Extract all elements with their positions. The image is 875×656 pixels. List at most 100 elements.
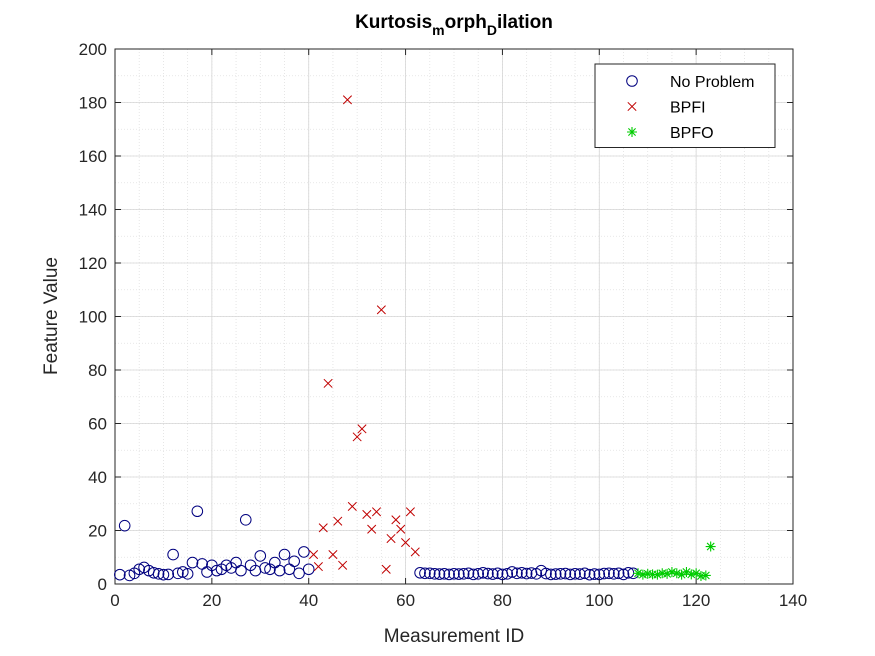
point-bpfi <box>338 560 348 570</box>
point-no-problem <box>593 568 606 581</box>
point-no-problem <box>598 567 610 580</box>
x-axis-label: Measurement ID <box>384 626 524 647</box>
point-no-problem <box>259 562 271 574</box>
point-bpfo <box>681 566 692 577</box>
point-no-problem <box>443 568 455 581</box>
title-part: orph <box>445 12 487 33</box>
point-bpfi <box>367 524 377 534</box>
point-no-problem <box>118 519 131 532</box>
point-no-problem <box>152 568 165 580</box>
y-tick-label: 80 <box>88 361 107 380</box>
point-no-problem <box>239 514 252 526</box>
point-no-problem <box>520 567 533 580</box>
point-no-problem <box>574 568 586 580</box>
legend-marker-no-problem <box>626 75 638 87</box>
point-no-problem <box>235 564 247 577</box>
y-tick-label: 180 <box>79 94 107 113</box>
point-no-problem <box>472 568 485 580</box>
point-no-problem <box>273 564 286 577</box>
point-no-problem <box>293 567 305 580</box>
point-no-problem <box>482 567 494 580</box>
title-part: ilation <box>497 12 553 33</box>
point-bpfi <box>381 564 391 574</box>
point-no-problem <box>516 566 528 579</box>
point-no-problem <box>191 505 204 518</box>
point-bpfi <box>309 550 319 560</box>
legend-label-no-problem: No Problem <box>670 74 754 91</box>
legend-marker-bpfo <box>627 127 637 137</box>
point-bpfi <box>318 523 328 533</box>
y-tick-label: 60 <box>88 415 107 434</box>
point-bpfo <box>652 569 663 580</box>
x-tick-label: 40 <box>299 591 318 610</box>
point-bpfi <box>333 516 343 526</box>
x-tick-label: 140 <box>779 591 807 610</box>
point-no-problem <box>564 568 577 581</box>
point-no-problem <box>302 563 315 576</box>
x-tick-label: 20 <box>202 591 221 610</box>
point-bpfo <box>666 566 677 577</box>
point-bpfi <box>396 524 406 534</box>
point-no-problem <box>438 568 451 580</box>
point-no-problem <box>114 568 126 581</box>
point-bpfi <box>347 501 357 511</box>
point-no-problem <box>414 566 426 579</box>
point-bpfi <box>410 547 420 557</box>
point-no-problem <box>554 568 567 580</box>
point-no-problem <box>462 567 475 580</box>
point-no-problem <box>177 566 189 578</box>
point-bpfo <box>700 570 711 581</box>
point-no-problem <box>501 568 514 580</box>
chart-title: KurtosismorphDilation <box>355 12 553 38</box>
legend-box <box>594 63 776 148</box>
point-no-problem <box>559 567 572 580</box>
y-tick-label: 40 <box>88 468 107 487</box>
point-bpfi <box>342 95 353 105</box>
point-bpfo <box>676 569 687 580</box>
point-no-problem <box>569 568 581 580</box>
point-bpfi <box>401 537 411 548</box>
point-bpfo <box>662 568 673 579</box>
y-tick-label: 100 <box>79 308 107 327</box>
point-no-problem <box>583 568 596 581</box>
point-bpfo <box>633 568 644 579</box>
point-bpfi <box>386 533 396 544</box>
point-no-problem <box>133 563 146 576</box>
legend-label-bpfo: BPFO <box>670 125 714 142</box>
axes: 0 20 40 60 80 100 120 140 0 20 40 60 80 100 120 140 160 1… <box>79 40 808 610</box>
point-no-problem <box>157 568 170 581</box>
x-tick-label: 0 <box>110 591 119 610</box>
point-no-problem <box>172 567 184 580</box>
legend: No Problem BPFI BPFO <box>594 63 776 148</box>
x-tick-label: 80 <box>493 591 512 610</box>
point-bpfi <box>371 507 382 517</box>
point-no-problem <box>578 567 591 580</box>
point-no-problem <box>540 567 552 580</box>
point-no-problem <box>428 568 441 580</box>
y-tick-label: 200 <box>79 40 107 59</box>
data-points <box>114 95 716 582</box>
point-no-problem <box>433 568 446 580</box>
point-bpfi <box>313 562 323 572</box>
point-no-problem <box>486 568 499 580</box>
point-bpfo <box>705 541 716 552</box>
point-bpfo <box>671 568 682 579</box>
title-part: Kurtosis <box>355 12 432 33</box>
point-no-problem <box>549 568 562 580</box>
y-tick-label: 160 <box>79 147 107 166</box>
y-tick-label: 0 <box>98 575 107 594</box>
point-bpfo <box>686 569 697 580</box>
point-no-problem <box>545 568 557 581</box>
point-bpfi <box>376 305 386 315</box>
point-bpfi <box>352 432 362 442</box>
x-tick-label: 120 <box>682 591 710 610</box>
point-no-problem <box>603 567 615 580</box>
point-no-problem <box>477 566 489 579</box>
point-no-problem <box>608 568 620 580</box>
point-no-problem <box>147 566 160 579</box>
point-no-problem <box>210 564 223 577</box>
y-tick-label: 20 <box>88 522 107 541</box>
point-no-problem <box>162 568 175 581</box>
x-tick-label: 100 <box>585 591 613 610</box>
